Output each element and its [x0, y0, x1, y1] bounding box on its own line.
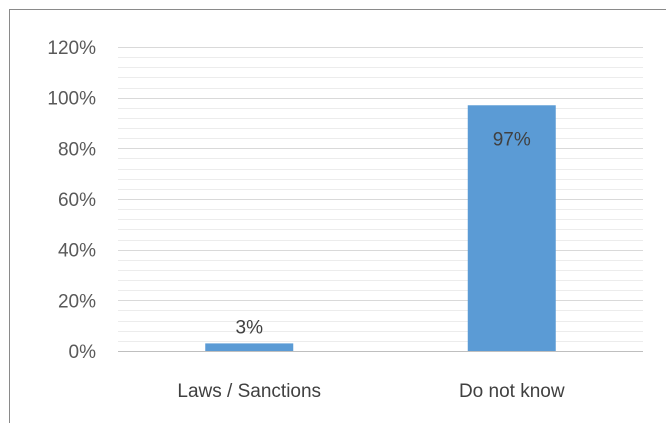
bar — [467, 105, 556, 352]
y-tick-label: 100% — [47, 89, 96, 110]
y-tick-label: 60% — [58, 190, 96, 211]
y-tick-label: 0% — [69, 342, 97, 363]
bars — [205, 105, 556, 352]
y-tick-label: 80% — [58, 139, 96, 160]
data-label: 97% — [493, 129, 531, 150]
data-labels: 3% 97% — [236, 129, 531, 338]
chart-area: 0% 20% 40% 60% 80% 100% 120% 3% 97% Laws / Sanc… — [9, 9, 666, 423]
y-axis-tick-labels: 0% 20% 40% 60% 80% 100% 120% — [47, 38, 96, 363]
x-axis-category-labels: Laws / Sanctions Do not know — [177, 381, 564, 402]
y-tick-label: 40% — [58, 241, 96, 262]
y-tick-label: 120% — [47, 38, 96, 59]
x-category-label: Laws / Sanctions — [177, 381, 321, 402]
y-tick-label: 20% — [58, 291, 96, 312]
gridlines — [118, 47, 643, 342]
bar-chart: 0% 20% 40% 60% 80% 100% 120% 3% 97% Laws / Sanc… — [47, 38, 643, 402]
data-label: 3% — [236, 317, 264, 338]
bar — [205, 343, 294, 351]
x-category-label: Do not know — [459, 381, 565, 402]
